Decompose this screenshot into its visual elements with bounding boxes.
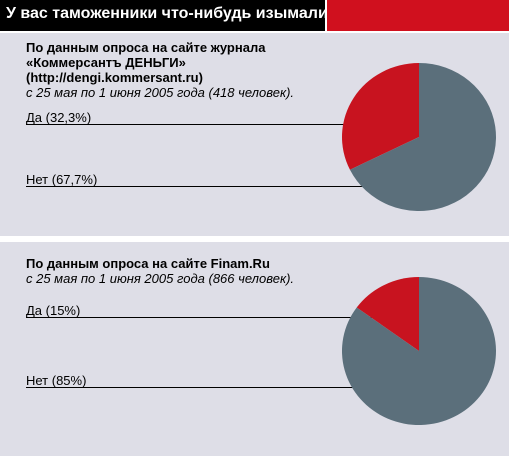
period-text: с 25 мая по 1 июня 2005 года (418 челове… [26, 85, 295, 100]
title-bar: У вас таможенники что-нибудь изымали? [0, 0, 338, 31]
source-line: (http://dengi.kommersant.ru) [26, 70, 203, 85]
source-text-1: По данным опроса на сайте журнала «Комме… [26, 40, 294, 100]
leader-line [26, 186, 412, 187]
leader-line [26, 387, 388, 388]
pie-slice [342, 63, 419, 170]
period-text: с 25 мая по 1 июня 2005 года (866 челове… [26, 271, 295, 286]
header: У вас таможенники что-нибудь изымали? [0, 0, 509, 31]
chart-title: У вас таможенники что-нибудь изымали? [6, 5, 338, 22]
survey-panel-2: По данным опроса на сайте Finam.Ru с 25 … [0, 242, 509, 456]
accent-bar [327, 0, 509, 31]
pie-chart-2 [342, 277, 496, 425]
source-line: По данным опроса на сайте Finam.Ru [26, 256, 270, 271]
pie-slice [356, 277, 419, 351]
survey-panel-1: По данным опроса на сайте журнала «Комме… [0, 33, 509, 236]
pie-slice [342, 277, 496, 425]
source-line: По данным опроса на сайте журнала [26, 40, 266, 55]
slice-label-no: Нет (85%) [26, 373, 87, 388]
slice-label-no: Нет (67,7%) [26, 172, 98, 187]
slice-label-yes: Да (15%) [26, 303, 81, 318]
slice-label-yes: Да (32,3%) [26, 110, 92, 125]
source-line: «Коммерсантъ ДЕНЬГИ» [26, 55, 186, 70]
source-text-2: По данным опроса на сайте Finam.Ru с 25 … [26, 256, 294, 286]
leader-line [26, 124, 360, 125]
pie-slice [349, 63, 496, 211]
pie-chart-1 [342, 63, 496, 211]
leader-line [26, 317, 393, 318]
